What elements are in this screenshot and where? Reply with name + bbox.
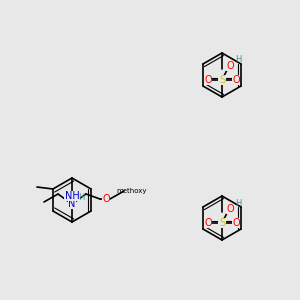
Text: H: H (235, 199, 241, 208)
Text: O: O (226, 204, 234, 214)
Text: H: H (78, 193, 84, 202)
Text: O: O (226, 61, 234, 71)
Text: O: O (204, 75, 212, 85)
Text: NH: NH (64, 191, 80, 201)
Text: N: N (68, 199, 76, 209)
Text: O: O (102, 194, 110, 204)
Text: methoxy: methoxy (117, 188, 147, 194)
Text: S: S (219, 218, 225, 228)
Text: H: H (235, 56, 241, 64)
Text: O: O (204, 218, 212, 228)
Text: O: O (232, 75, 240, 85)
Text: O: O (232, 218, 240, 228)
Text: S: S (219, 75, 225, 85)
